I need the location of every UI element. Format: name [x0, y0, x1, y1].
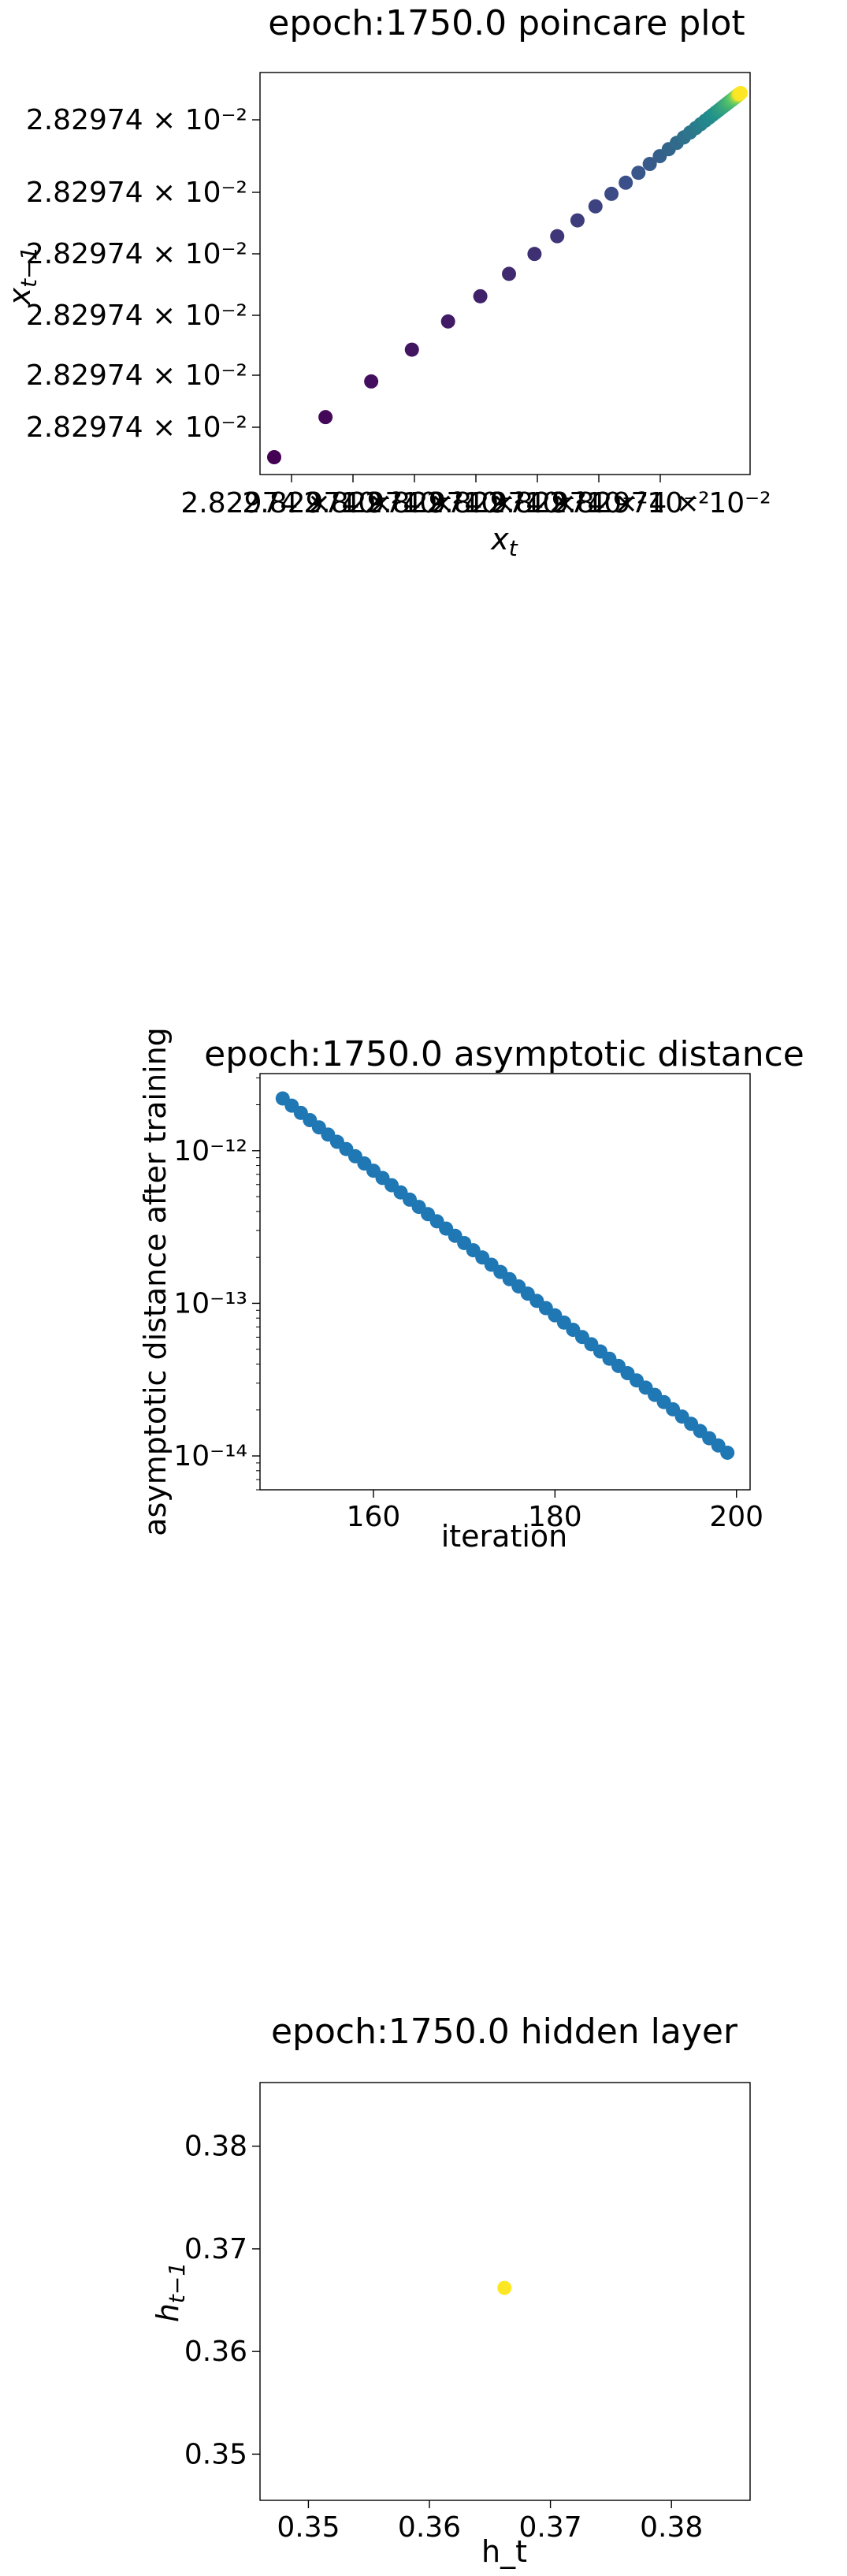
asymptotic-point: [720, 1445, 735, 1460]
poincare-point: [318, 410, 333, 425]
asymptotic-x-tick-label: 200: [709, 1501, 763, 1533]
poincare-points: [267, 86, 748, 464]
asymptotic-x-tick-label: 180: [528, 1501, 582, 1533]
hidden-layer-x-tick-label: 0.36: [398, 2511, 461, 2544]
asymptotic-y-tick-label: 10⁻¹⁴: [173, 1440, 247, 1472]
hidden-layer-points: [497, 2280, 512, 2295]
hidden-layer-y-label: ht−1: [150, 2262, 190, 2322]
asymptotic-points: [275, 1091, 735, 1460]
hidden-layer-y-tick-label: 0.37: [184, 2233, 247, 2265]
asymptotic-x-tick-label: 160: [347, 1501, 401, 1533]
poincare-x-tick-label: 2.82974 × 10⁻²: [549, 487, 771, 519]
hidden-layer-x-label: h_t: [481, 2534, 527, 2569]
poincare-point: [364, 374, 379, 389]
asymptotic-y-tick-label: 10⁻¹²: [173, 1135, 247, 1167]
hidden-layer-x-ticks: 0.35 0.36 0.37 0.38: [277, 2500, 703, 2544]
poincare-y-tick-label: 2.82974 × 10⁻²: [26, 177, 247, 209]
poincare-point: [588, 199, 603, 214]
poincare-chart: epoch:1750.0 poincare plot 2.82974 × 10⁻…: [2, 3, 771, 561]
poincare-point: [642, 157, 657, 172]
poincare-y-label: xt−1: [2, 247, 42, 307]
asymptotic-chart: epoch:1750.0 asymptotic distance 10⁻¹⁴10…: [138, 1027, 804, 1554]
hidden-layer-axes-frame: [259, 2082, 751, 2501]
poincare-y-tick-label: 2.82974 × 10⁻²: [26, 104, 247, 136]
asymptotic-y-label: asymptotic distance after training: [138, 1027, 173, 1536]
poincare-point: [734, 86, 748, 100]
poincare-x-tick-label: 2.82974 × 10⁻²: [488, 487, 709, 519]
poincare-x-tick-label: 2.82974 × 10⁻²: [303, 487, 525, 519]
poincare-point: [527, 247, 542, 262]
poincare-x-label: xt: [490, 522, 518, 561]
poincare-x-tick-label: 2.82974 × 10⁻²: [365, 487, 586, 519]
poincare-point: [473, 288, 488, 303]
asymptotic-x-label: iteration: [441, 1519, 568, 1554]
poincare-y-tick-label: 2.82974 × 10⁻²: [26, 359, 247, 392]
poincare-point: [619, 175, 633, 190]
hidden-layer-x-tick-label: 0.37: [519, 2511, 582, 2544]
asymptotic-y-ticks: 10⁻¹⁴ 10⁻¹³ 10⁻¹²: [173, 1077, 260, 1491]
poincare-axes-frame: [259, 72, 751, 475]
asymptotic-y-tick-label: 10⁻¹³: [173, 1287, 247, 1320]
poincare-point: [570, 213, 585, 228]
poincare-point: [440, 314, 455, 329]
hidden-layer-y-ticks: 0.35 0.36 0.37 0.38: [184, 2131, 260, 2470]
poincare-y-tick-label: 2.82974 × 10⁻²: [26, 300, 247, 332]
hidden-layer-x-tick-label: 0.35: [277, 2511, 340, 2544]
poincare-point: [404, 342, 419, 357]
poincare-y-tick-label: 2.82974 × 10⁻²: [26, 411, 247, 444]
poincare-point: [604, 186, 619, 201]
hidden-layer-y-tick-label: 0.36: [184, 2336, 247, 2368]
hidden-layer-title: epoch:1750.0 hidden layer: [271, 2012, 738, 2052]
hidden-layer-point: [497, 2280, 512, 2295]
asymptotic-title: epoch:1750.0 asymptotic distance: [204, 1034, 804, 1074]
hidden-layer-x-tick-label: 0.38: [640, 2511, 703, 2544]
poincare-x-tick-label: 2.82974 × 10⁻²: [242, 487, 463, 519]
poincare-point: [267, 450, 281, 464]
asymptotic-axes-frame: [259, 1073, 751, 1491]
hidden-layer-y-tick-label: 0.35: [184, 2438, 247, 2470]
poincare-point: [550, 229, 565, 244]
hidden-layer-y-tick-label: 0.38: [184, 2131, 247, 2163]
poincare-y-ticks: 2.82974 × 10⁻² 2.82974 × 10⁻² 2.82974 × 10…: [26, 104, 260, 444]
poincare-x-tick-label: 2.82974 × 10⁻²: [426, 487, 648, 519]
asymptotic-x-ticks: 160 180 200: [347, 1490, 763, 1533]
poincare-x-ticks: 2.82974 × 10⁻²2.82974 × 10⁻²2.82974 × 10…: [180, 475, 771, 519]
poincare-y-tick-label: 2.82974 × 10⁻²: [26, 238, 247, 270]
hidden-layer-chart: epoch:1750.0 hidden layer 0.350.360.370.…: [150, 2012, 751, 2569]
poincare-point: [502, 266, 517, 281]
poincare-x-tick-label: 2.82974 × 10⁻²: [180, 487, 402, 519]
poincare-point: [631, 166, 646, 181]
poincare-title: epoch:1750.0 poincare plot: [268, 3, 745, 43]
